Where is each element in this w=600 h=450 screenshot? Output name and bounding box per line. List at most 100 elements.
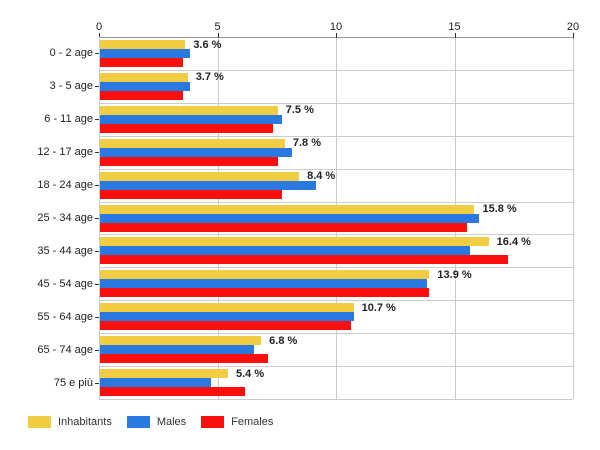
legend-label: Females [231, 416, 274, 428]
category-label: 0 - 2 age [49, 47, 93, 60]
x-tick-mark [99, 33, 100, 38]
category-label: 25 - 34 age [37, 212, 93, 224]
bar-inhabitants [100, 138, 285, 148]
bar-value-label: 15.8 % [482, 203, 517, 216]
bar-value-label: 6.8 % [269, 334, 298, 347]
category-label: 35 - 44 age [37, 244, 93, 257]
bar-value-label: 10.7 % [361, 301, 396, 314]
row-separator [99, 102, 573, 104]
row-separator [99, 168, 573, 170]
bar-inhabitants [100, 204, 475, 214]
category-label: 45 - 54 age [37, 277, 93, 290]
bar-inhabitants [100, 303, 354, 313]
bar-inhabitants [100, 237, 489, 247]
legend-item-inhabitants: Inhabitants [28, 415, 112, 429]
bar-males [100, 81, 191, 91]
bar-females [100, 222, 468, 232]
bar-males [100, 213, 480, 223]
bar-males [100, 312, 354, 322]
x-tick-label: 10 [329, 21, 343, 33]
bar-value-label: 7.5 % [285, 104, 314, 117]
bar-value-label: 3.7 % [195, 71, 224, 84]
bar-males [100, 345, 255, 355]
bar-males [100, 180, 316, 190]
bar-inhabitants [100, 369, 228, 379]
category-tick-mark [95, 119, 99, 121]
legend-swatch-males [126, 416, 150, 428]
legend-label: Inhabitants [58, 416, 112, 428]
legend-swatch-inhabitants [28, 416, 51, 428]
x-tick-label: 5 [214, 21, 221, 33]
legend-swatch-females [201, 416, 225, 428]
row-separator [99, 69, 573, 71]
x-tick-label: 0 [95, 21, 103, 33]
x-tick-label: 15 [448, 21, 461, 33]
bar-females [100, 255, 508, 265]
x-tick-mark [217, 33, 219, 38]
row-separator [99, 135, 573, 137]
bar-value-label: 8.4 % [307, 170, 336, 183]
bar-females [100, 387, 245, 397]
y-axis-line [99, 37, 100, 399]
bar-females [100, 321, 352, 331]
bar-males [100, 49, 191, 58]
x-tick-mark [454, 33, 456, 38]
x-tick-mark [573, 33, 574, 38]
bar-females [100, 156, 278, 166]
category-tick-mark [95, 185, 99, 187]
category-tick-mark [95, 250, 99, 252]
bar-value-label: 16.4 % [496, 235, 531, 248]
row-separator [99, 300, 573, 302]
row-separator [99, 267, 573, 269]
row-separator [99, 333, 573, 335]
plot-bottom-border [99, 399, 573, 400]
bar-females [100, 288, 430, 298]
category-tick-mark [95, 316, 99, 318]
bar-males [100, 114, 283, 124]
category-tick-mark [95, 53, 99, 55]
category-tick-mark [95, 283, 99, 285]
bar-inhabitants [100, 171, 300, 181]
category-tick-mark [95, 349, 99, 351]
bar-value-label: 3.6 % [193, 38, 222, 51]
bar-value-label: 7.8 % [292, 137, 321, 150]
bar-inhabitants [100, 40, 186, 49]
bar-inhabitants [100, 336, 262, 346]
bar-inhabitants [100, 105, 278, 115]
category-tick-mark [95, 152, 99, 154]
category-label: 75 e più [53, 376, 93, 389]
category-label: 12 - 17 age [37, 146, 93, 159]
bar-inhabitants [100, 270, 430, 280]
bar-females [100, 58, 183, 67]
category-tick-mark [95, 382, 99, 384]
category-label: 18 - 24 age [37, 179, 93, 192]
bar-value-label: 13.9 % [437, 268, 472, 281]
bar-males [100, 246, 470, 256]
x-gridline [573, 37, 574, 399]
category-tick-mark [95, 86, 99, 88]
legend: Inhabitants Males Females [28, 415, 273, 429]
legend-label: Males [156, 416, 187, 428]
bar-value-label: 5.4 % [235, 367, 265, 380]
x-tick-label: 20 [566, 21, 580, 33]
bar-males [100, 378, 212, 388]
row-separator [99, 366, 573, 368]
category-tick-mark [95, 218, 99, 219]
legend-item-females: Females [201, 415, 273, 429]
bar-females [100, 354, 269, 364]
x-tick-mark [336, 33, 337, 38]
legend-item-males: Males [126, 415, 187, 429]
bar-females [100, 123, 273, 133]
bar-females [100, 90, 183, 100]
bar-males [100, 279, 428, 289]
bar-inhabitants [100, 72, 188, 82]
category-label: 55 - 64 age [37, 310, 93, 323]
row-separator [99, 234, 573, 236]
row-separator [99, 201, 573, 203]
category-label: 6 - 11 age [44, 113, 93, 126]
category-label: 65 - 74 age [37, 343, 93, 356]
category-label: 3 - 5 age [49, 80, 93, 93]
bar-males [100, 147, 292, 157]
